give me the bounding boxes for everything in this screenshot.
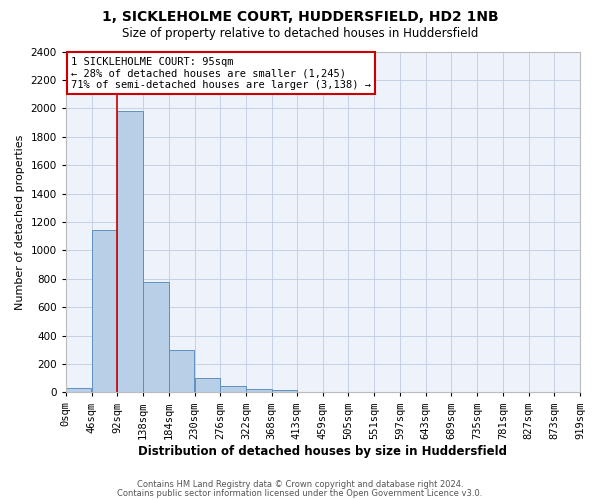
Bar [220, 386, 246, 392]
Text: Contains public sector information licensed under the Open Government Licence v3: Contains public sector information licen… [118, 488, 482, 498]
Bar [272, 390, 298, 392]
Bar [246, 389, 272, 392]
Bar [169, 350, 194, 393]
Text: 1, SICKLEHOLME COURT, HUDDERSFIELD, HD2 1NB: 1, SICKLEHOLME COURT, HUDDERSFIELD, HD2 … [101, 10, 499, 24]
Bar [143, 282, 169, 393]
Text: 1 SICKLEHOLME COURT: 95sqm
← 28% of detached houses are smaller (1,245)
71% of s: 1 SICKLEHOLME COURT: 95sqm ← 28% of deta… [71, 56, 371, 90]
Bar [92, 230, 117, 392]
Bar [118, 111, 143, 392]
Text: Size of property relative to detached houses in Huddersfield: Size of property relative to detached ho… [122, 28, 478, 40]
Text: Contains HM Land Registry data © Crown copyright and database right 2024.: Contains HM Land Registry data © Crown c… [137, 480, 463, 489]
Bar [194, 378, 220, 392]
X-axis label: Distribution of detached houses by size in Huddersfield: Distribution of detached houses by size … [139, 444, 508, 458]
Bar [66, 388, 91, 392]
Y-axis label: Number of detached properties: Number of detached properties [15, 134, 25, 310]
